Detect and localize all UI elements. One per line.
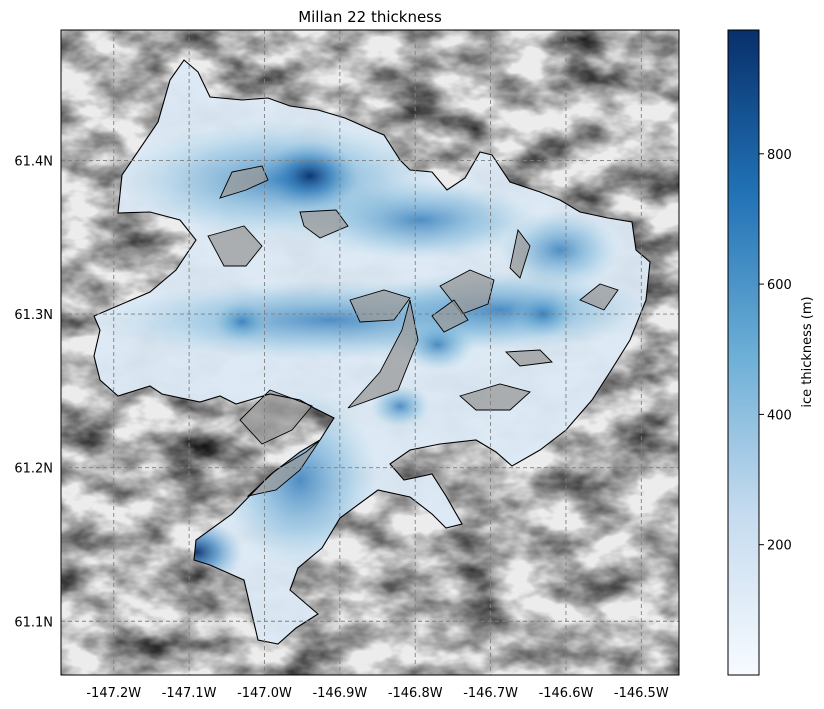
thickness-hotspot-4 <box>211 300 273 344</box>
x-tick-label: -146.8W <box>388 686 443 701</box>
colorbar-tick-label: 200 <box>767 539 792 554</box>
nunatak-13 <box>459 383 531 411</box>
glacier-outline <box>93 59 651 645</box>
x-tick-label: -146.9W <box>312 686 367 701</box>
map-title: Millan 22 thickness <box>298 8 442 26</box>
thickness-hotspot-1 <box>260 141 360 211</box>
nunatak-2 <box>299 209 349 239</box>
y-tick-label: 61.2N <box>14 462 53 477</box>
colorbar: 200 400 600 800 ice thickness (m) <box>727 29 815 676</box>
map-grid <box>61 30 679 675</box>
y-axis-ticks: 61.4N 61.3N 61.2N 61.1N <box>14 155 53 631</box>
map-frame <box>60 29 680 676</box>
nunatak-8 <box>504 349 553 367</box>
nunatak-outlines <box>207 165 619 497</box>
x-tick-label: -146.5W <box>614 686 669 701</box>
colorbar-tick-label: 800 <box>767 148 792 163</box>
flow-band-6 <box>500 210 620 290</box>
nunatak-9 <box>347 299 419 409</box>
nunatak-3 <box>207 225 263 267</box>
x-tick-label: -147.0W <box>237 686 292 701</box>
nunatak-6 <box>509 228 531 279</box>
thickness-hotspot-2 <box>401 319 475 371</box>
y-tick-label: 61.3N <box>14 308 53 323</box>
colorbar-tick-label: 600 <box>767 278 792 293</box>
colorbar-tick-label: 400 <box>767 408 792 423</box>
y-tick-label: 61.4N <box>14 155 53 170</box>
colorbar-label: ice thickness (m) <box>800 296 815 407</box>
flow-band-5 <box>300 180 540 260</box>
nunatak-7 <box>431 299 469 333</box>
colorbar-gradient <box>727 29 760 676</box>
x-tick-label: -146.7W <box>463 686 518 701</box>
y-tick-label: 61.1N <box>14 615 53 630</box>
nunatak-12 <box>579 283 619 311</box>
colorbar-ticks: 200 400 600 800 <box>759 148 792 554</box>
x-tick-label: -147.1W <box>162 686 217 701</box>
x-tick-label: -147.2W <box>86 686 141 701</box>
x-tick-label: -146.6W <box>539 686 594 701</box>
thickness-hotspot-3 <box>508 290 578 339</box>
nunatak-1 <box>219 165 269 199</box>
x-axis-ticks: -147.2W -147.1W -147.0W -146.9W -146.8W -146.… <box>86 686 668 701</box>
